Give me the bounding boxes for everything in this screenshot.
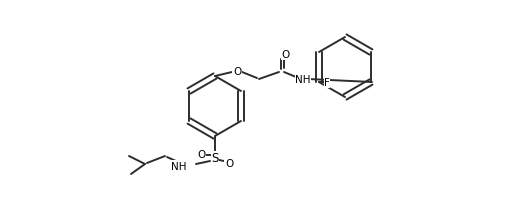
Text: S: S [211,152,219,165]
Text: F: F [324,78,330,88]
Text: O: O [233,67,241,77]
Text: O: O [282,50,290,60]
Text: O: O [197,149,205,159]
Text: NH: NH [172,161,187,171]
Text: O: O [225,158,233,168]
Text: NH: NH [295,75,311,85]
